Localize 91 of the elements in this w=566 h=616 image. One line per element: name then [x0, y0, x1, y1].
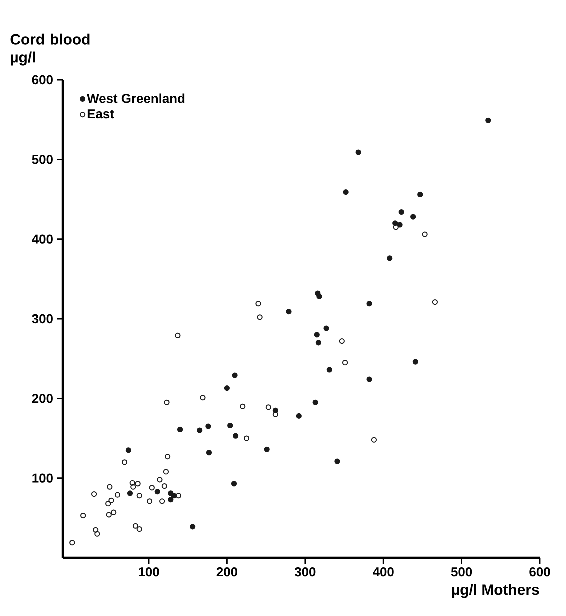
point: [366, 376, 372, 382]
point: [176, 493, 182, 499]
point: [334, 458, 340, 464]
point: [393, 224, 399, 230]
legend-label: East: [88, 110, 114, 119]
point: [157, 477, 163, 483]
point: [343, 190, 349, 196]
point: [164, 400, 170, 406]
point: [175, 332, 181, 339]
point: [126, 448, 132, 454]
point: [149, 485, 155, 491]
point: [257, 314, 263, 320]
point: [114, 492, 121, 498]
point: [108, 498, 114, 504]
point: [232, 372, 238, 378]
point: [296, 413, 302, 419]
point: [228, 422, 234, 429]
point: [233, 433, 239, 439]
point: [190, 524, 196, 530]
point: [432, 299, 438, 306]
y-tick-label: 200: [32, 394, 53, 404]
point: [136, 526, 142, 532]
point: [371, 437, 378, 443]
point: [164, 454, 171, 460]
point: [130, 484, 136, 490]
point: [197, 428, 203, 434]
point: [410, 214, 416, 220]
point: [422, 232, 428, 238]
point: [244, 436, 250, 442]
point: [80, 512, 86, 519]
point: [324, 326, 330, 332]
point: [93, 527, 99, 533]
point: [206, 450, 212, 456]
point: [106, 512, 112, 518]
point: [266, 404, 272, 410]
point: [127, 490, 134, 496]
point: [107, 484, 113, 490]
point: [286, 309, 292, 315]
point: [418, 192, 424, 198]
point: [135, 481, 141, 487]
x-tick-label: 300: [294, 568, 316, 577]
y-tick-label: 300: [32, 314, 53, 324]
x-tick-label: 100: [139, 568, 160, 577]
point: [240, 404, 246, 410]
y-tick-label: 100: [32, 474, 53, 483]
point: [206, 424, 212, 430]
point: [339, 338, 345, 344]
point: [168, 497, 174, 503]
x-axis-title: µg/l Mothers: [452, 584, 540, 598]
x-tick-label: 600: [530, 568, 550, 577]
point: [171, 493, 177, 499]
point: [316, 294, 322, 300]
point: [316, 340, 322, 346]
point: [387, 256, 393, 262]
point: [412, 359, 418, 365]
point: [130, 480, 136, 486]
point: [111, 510, 117, 516]
x-tick-label: 400: [373, 568, 394, 577]
point: [342, 360, 348, 366]
legend-label: West Greenland: [87, 94, 185, 104]
y-tick-label: 600: [32, 75, 53, 85]
point: [163, 469, 170, 475]
point: [91, 491, 98, 498]
point: [326, 367, 332, 373]
point: [366, 301, 372, 307]
x-tick-label: 500: [451, 568, 472, 577]
y-tick-label: 400: [32, 234, 53, 244]
point: [231, 481, 238, 487]
y-axis-title: Cord blood µg/l: [10, 34, 90, 66]
point: [147, 498, 153, 504]
point: [160, 498, 166, 504]
point: [264, 446, 270, 452]
point: [224, 386, 230, 392]
x-tick-label: 200: [216, 568, 238, 577]
point: [200, 395, 206, 401]
point: [132, 523, 139, 529]
y-tick-label: 500: [32, 155, 53, 164]
point: [136, 493, 142, 499]
point: [398, 209, 404, 216]
point: [162, 484, 168, 490]
point: [312, 400, 318, 406]
point: [122, 460, 128, 466]
point: [154, 489, 160, 495]
point: [106, 501, 112, 507]
point: [70, 540, 76, 546]
point: [256, 301, 262, 307]
point: [94, 531, 100, 537]
point: [356, 150, 362, 156]
point: [314, 332, 320, 338]
point: [177, 426, 184, 433]
point: [486, 118, 492, 124]
